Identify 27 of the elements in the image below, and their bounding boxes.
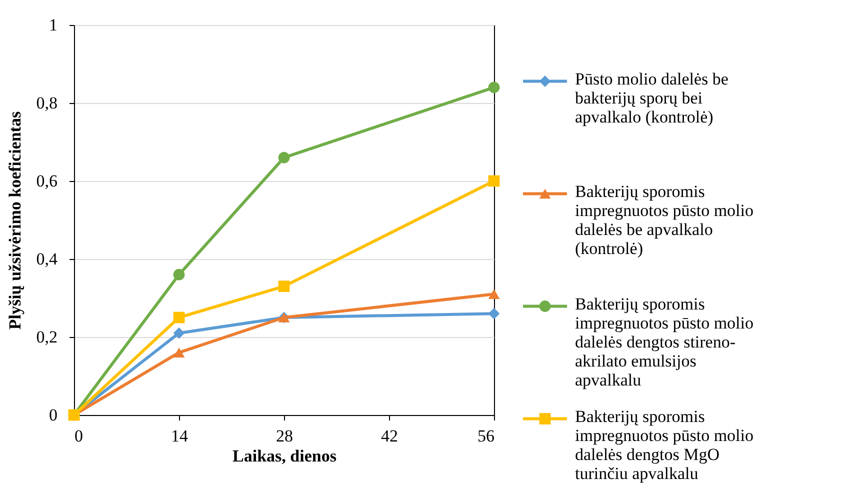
x-tick-label: 42 [381,426,398,446]
legend-label: Pūsto molio dalelės be bakterijų sporų bei apvalkalo (kontrolė) [575,69,728,126]
point [488,175,500,187]
point [488,308,500,320]
y-tick-label: 0,8 [36,94,58,112]
legend-label: Bakterijų sporomis impregnuotos pūsto molio dalelės dengtos stireno-akrilato emulsijos apvalkalu [575,294,754,390]
x-axis-title: Laikas, dienos [232,446,337,466]
y-tick-label: 0 [49,406,58,424]
point [173,348,185,358]
x-tick-label: 28 [276,426,293,446]
legend-label: Bakterijų sporomis impregnuotos pūsto molio dalelės be apvalkalo (kontrolė) [575,182,754,258]
y-tick-label: 0,6 [36,172,58,190]
point [488,289,500,300]
point [173,268,185,280]
x-tick-label: 56 [478,426,494,446]
y-tick-label: 1 [49,16,58,34]
point [173,312,185,324]
y-tick-label: 0,4 [36,250,58,268]
point [173,327,185,339]
y-axis-title: Plyšių užsivėrimo koeficientas [5,111,24,330]
point [278,280,290,292]
y-tick-label: 0,2 [36,328,58,346]
point [488,82,500,94]
legend-label: Bakterijų sporomis impregnuotos pūsto molio dalelės dengtos MgO turinčiu apvalkalu [575,406,754,483]
point [278,152,290,164]
x-tick-label: 14 [171,426,188,446]
x-tick-label: 0 [74,426,83,446]
